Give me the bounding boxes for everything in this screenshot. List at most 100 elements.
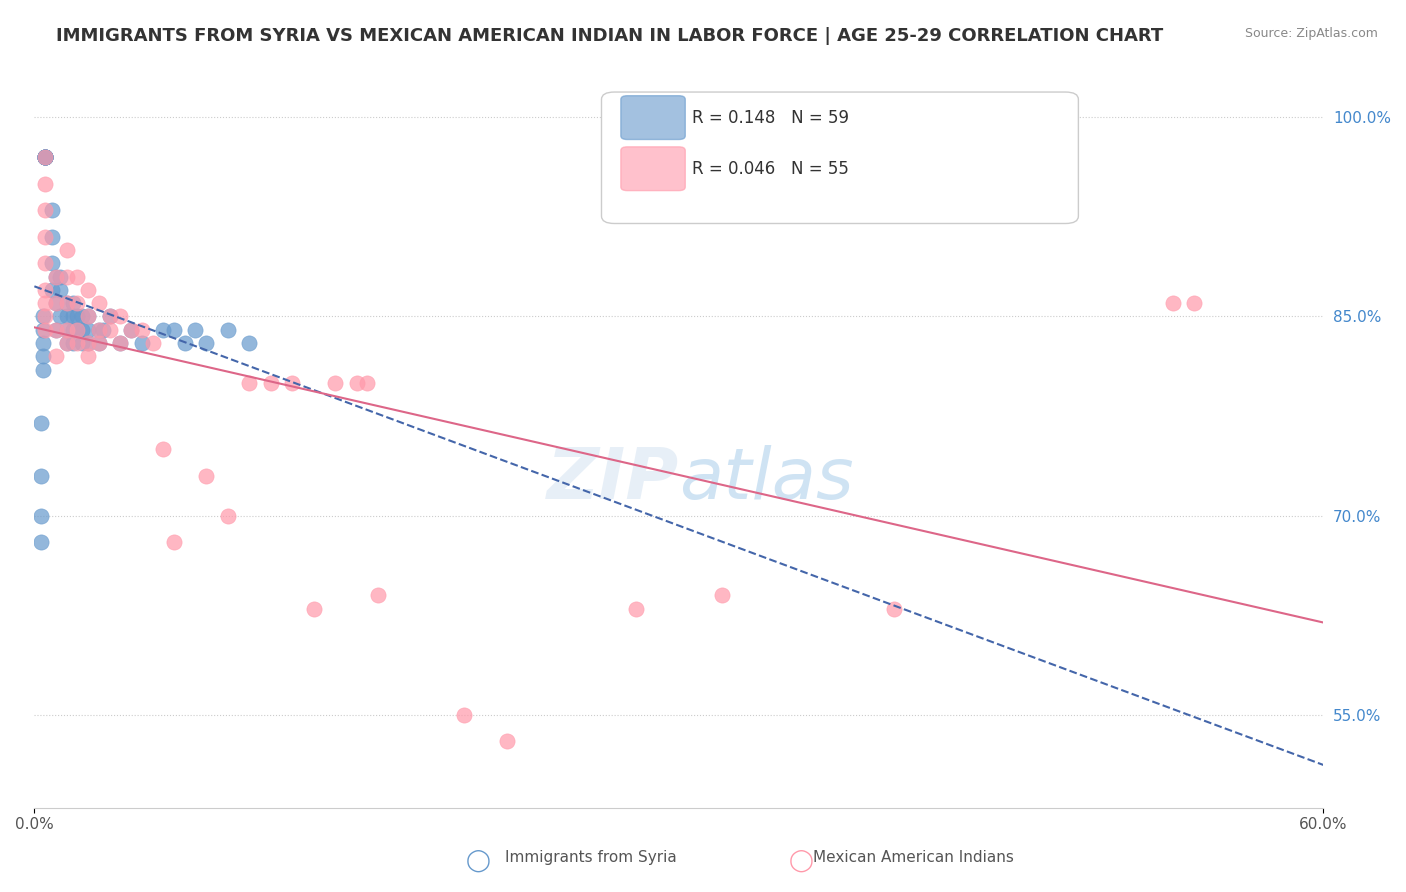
Point [91, 323, 114, 337]
Point [453, 707, 475, 722]
Point [41, 229, 63, 244]
Point [55, 323, 77, 337]
Point [217, 508, 239, 523]
Point [77, 310, 100, 324]
Point [87, 336, 110, 351]
Point [45, 296, 67, 310]
Point [624, 601, 647, 615]
Point [41, 256, 63, 270]
Point [45, 323, 67, 337]
Point [87, 323, 110, 337]
Point [34, 150, 56, 164]
Point [66, 269, 89, 284]
Point [110, 336, 132, 351]
Point [30, 535, 52, 549]
Point [710, 588, 733, 602]
Point [49, 310, 72, 324]
Point [55, 336, 77, 351]
Text: ◯: ◯ [789, 849, 814, 872]
Text: atlas: atlas [679, 444, 853, 514]
Point [120, 323, 142, 337]
Point [120, 323, 142, 337]
Point [66, 310, 89, 324]
Point [98, 310, 121, 324]
Point [34, 256, 56, 270]
Point [163, 323, 186, 337]
Point [41, 283, 63, 297]
Text: ZIP: ZIP [547, 444, 679, 514]
Point [131, 323, 153, 337]
Point [1182, 296, 1205, 310]
Point [883, 601, 905, 615]
Point [49, 269, 72, 284]
Point [195, 336, 218, 351]
Point [34, 150, 56, 164]
Text: Source: ZipAtlas.com: Source: ZipAtlas.com [1244, 27, 1378, 40]
Text: R = 0.046   N = 55: R = 0.046 N = 55 [692, 160, 849, 178]
Point [45, 323, 67, 337]
Point [66, 336, 89, 351]
FancyBboxPatch shape [621, 95, 685, 139]
Point [131, 336, 153, 351]
Point [34, 296, 56, 310]
Point [141, 336, 163, 351]
Point [32, 310, 55, 324]
FancyBboxPatch shape [602, 92, 1078, 224]
Point [45, 349, 67, 363]
Point [55, 243, 77, 257]
Point [184, 323, 207, 337]
Point [87, 323, 110, 337]
Point [45, 269, 67, 284]
Point [34, 323, 56, 337]
Point [66, 323, 89, 337]
Point [34, 203, 56, 218]
Point [281, 376, 304, 390]
Point [55, 269, 77, 284]
Point [30, 468, 52, 483]
Point [55, 310, 77, 324]
Text: ◯: ◯ [465, 849, 491, 872]
Point [55, 323, 77, 337]
Point [110, 310, 132, 324]
Point [62, 336, 84, 351]
Point [77, 310, 100, 324]
Point [70, 310, 93, 324]
Point [32, 362, 55, 376]
Point [34, 150, 56, 164]
Point [70, 323, 93, 337]
Point [367, 588, 389, 602]
Point [55, 296, 77, 310]
Point [217, 323, 239, 337]
Point [260, 376, 283, 390]
Point [238, 336, 260, 351]
Text: Mexican American Indians: Mexican American Indians [814, 850, 1014, 865]
Point [34, 310, 56, 324]
Point [356, 376, 378, 390]
Point [32, 336, 55, 351]
Point [62, 296, 84, 310]
Point [34, 150, 56, 164]
Point [163, 535, 186, 549]
Point [34, 229, 56, 244]
Point [66, 323, 89, 337]
Point [302, 601, 325, 615]
Point [30, 508, 52, 523]
Point [32, 323, 55, 337]
Point [55, 296, 77, 310]
Point [77, 336, 100, 351]
Point [77, 323, 100, 337]
Point [77, 349, 100, 363]
Point [34, 150, 56, 164]
Point [34, 150, 56, 164]
Point [55, 336, 77, 351]
Point [34, 177, 56, 191]
Point [152, 323, 174, 337]
Point [152, 442, 174, 457]
Point [34, 150, 56, 164]
Point [323, 376, 346, 390]
Point [49, 283, 72, 297]
Point [77, 336, 100, 351]
Point [30, 416, 52, 430]
Point [98, 323, 121, 337]
Point [238, 376, 260, 390]
